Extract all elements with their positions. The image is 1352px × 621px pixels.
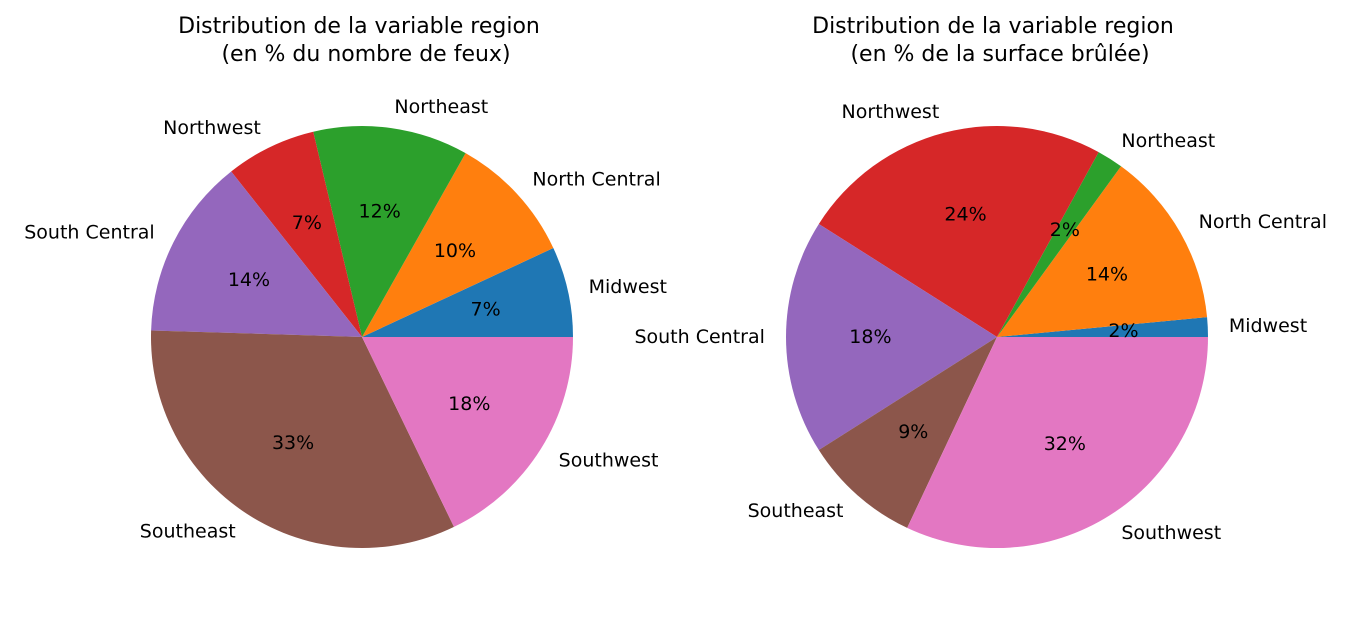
percent-label-northeast: 12% [359,201,401,223]
percent-label-south-central: 14% [228,269,270,291]
percent-label-southwest: 18% [448,393,490,415]
percent-label-southwest: 32% [1044,433,1086,455]
category-label-north-central: North Central [532,168,660,190]
category-label-south-central: South Central [24,222,154,244]
pie-labels: 7% Midwest 10% North Central 12% Northeast 7% N… [24,96,667,543]
chart-title-line-2: (en % du nombre de feux) [221,42,510,67]
percent-label-south-central: 18% [849,326,891,348]
chart-title-line-2: (en % de la surface brûlée) [850,42,1149,67]
pie-slice-north-central [997,166,1208,337]
chart-title-line-1: Distribution de la variable region [178,14,540,39]
percent-label-midwest: 7% [471,299,501,321]
category-label-north-central: North Central [1199,211,1327,233]
pie-slice-northwest [231,131,362,337]
category-label-southeast: Southeast [140,521,236,543]
pie-slice-north-central [362,153,554,337]
pie-chart-burned-area: Distribution de la variable region (en %… [634,14,1327,549]
percent-label-northwest: 24% [944,203,986,225]
pie-slice-southeast [150,330,454,548]
category-label-southeast: Southeast [748,500,844,522]
pie-chart-fires-count: Distribution de la variable region (en %… [24,14,667,548]
category-label-northwest: Northwest [842,101,940,123]
category-label-northeast: Northeast [1121,130,1215,152]
category-label-midwest: Midwest [1229,315,1307,337]
category-label-northwest: Northwest [163,117,261,139]
pie-slice-midwest [362,247,573,337]
pie-slice-south-central [151,171,362,337]
percent-label-southeast: 33% [272,432,314,454]
category-label-southwest: Southwest [559,449,659,471]
chart-title-line-1: Distribution de la variable region [812,14,1174,39]
percent-label-midwest: 2% [1108,320,1138,342]
percent-label-southeast: 9% [898,421,928,443]
pie-slice-northwest [818,126,1099,337]
pie-slice-northeast [313,126,466,338]
category-label-northeast: Northeast [394,96,488,118]
pie-slices [150,126,573,548]
pie-slice-south-central [786,223,997,451]
percent-label-north-central: 14% [1086,263,1128,285]
percent-label-northeast: 2% [1050,219,1080,241]
pie-slice-midwest [997,317,1208,337]
pie-slice-southeast [818,337,997,528]
pie-slice-southwest [907,337,1208,549]
category-label-south-central: South Central [634,326,764,348]
percent-label-northwest: 7% [292,212,322,234]
pie-slice-southwest [362,337,573,527]
pie-slices [786,126,1208,549]
pie-slice-northeast [997,152,1122,337]
category-label-southwest: Southwest [1121,522,1221,544]
percent-label-north-central: 10% [434,240,476,262]
category-label-midwest: Midwest [589,276,667,298]
pie-labels: 2% Midwest 14% North Central 2% Northeast 24% N… [634,101,1327,544]
